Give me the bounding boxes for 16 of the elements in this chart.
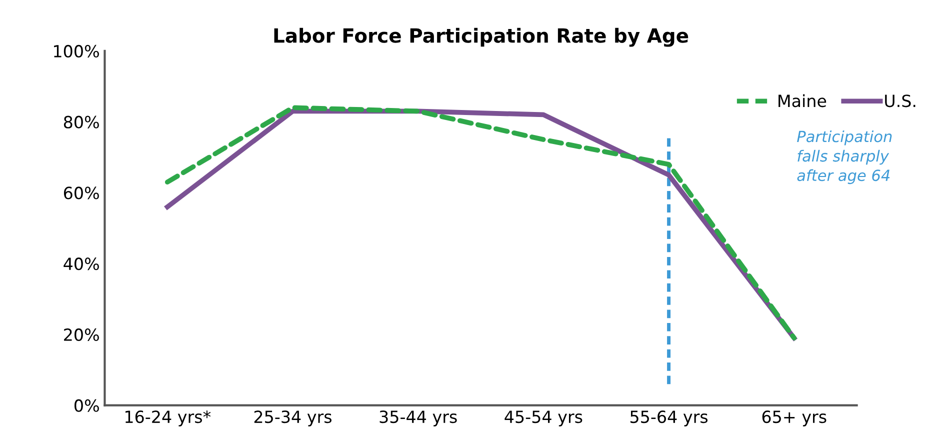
y-tick-label: 60% [64,186,99,200]
x-tick-label: 65+ yrs [762,410,826,426]
x-tick-label: 55-64 yrs [630,410,708,426]
x-tick-label: 16-24 yrs* [125,410,211,426]
x-tick-label: 45-54 yrs [504,410,582,426]
y-tick-label: 40% [64,258,99,270]
y-tick-label: 0% [74,399,99,412]
y-tick-label: 100% [54,44,99,58]
x-tick-label: 25-34 yrs [254,410,332,426]
x-tick-label: 35-44 yrs [380,410,457,426]
legend-label: Maine [778,94,826,108]
y-tick-label: 80% [64,116,99,128]
legend-label: U.S. [885,94,916,108]
chart-title: Labor Force Participation Rate by Age [274,28,688,47]
y-tick-label: 20% [64,328,99,342]
annotation: Participation falls sharply after age 64 [797,130,892,184]
